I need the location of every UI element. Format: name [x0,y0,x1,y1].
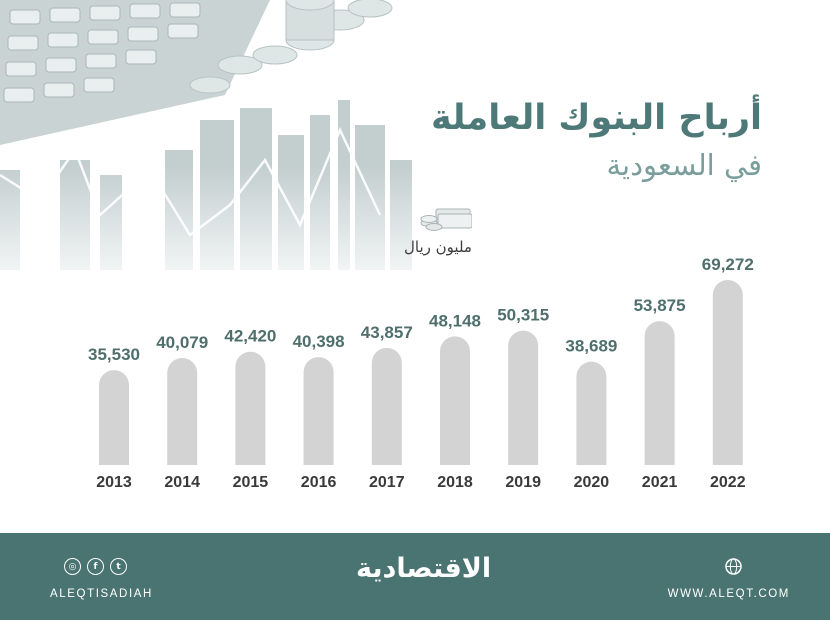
finance-background-art [0,0,830,300]
category-label-2017: 2017 [369,474,405,491]
globe-icon [725,558,742,575]
bar-2020 [576,361,607,465]
value-label-2016: 40,398 [293,332,345,351]
footer-bar: ◎ f t ALEQTISADIAH الاقتصادية WWW.ALEQT.… [0,533,830,620]
bar-2017 [371,347,402,465]
social-handle[interactable]: ALEQTISADIAH [50,588,153,600]
bar-2021 [644,321,675,465]
value-label-2015: 42,420 [224,327,276,346]
bar-2018 [440,336,470,465]
value-label-2018: 48,148 [429,311,481,330]
bar-2015 [235,351,266,465]
chart-title: أرباح البنوك العاملة [431,98,762,138]
value-label-2017: 43,857 [361,323,413,342]
category-label-2014: 2014 [164,474,200,491]
category-label-2013: 2013 [96,474,132,491]
category-label-2021: 2021 [642,474,678,491]
bar-2016 [303,357,334,465]
category-label-2018: 2018 [437,474,473,491]
value-label-2022: 69,272 [702,255,754,274]
category-label-2019: 2019 [505,474,541,491]
category-label-2016: 2016 [301,474,337,491]
money-stack-icon [420,208,472,231]
brand-logo: الاقتصادية [356,553,492,584]
bar-chart: 35,530 2013 40,079 2014 42,420 2015 40,398 2016… [88,255,754,491]
category-label-2022: 2022 [710,474,746,491]
bar-2013 [99,370,129,465]
twitter-icon[interactable]: t [110,558,127,575]
bar-2014 [167,357,198,465]
instagram-icon[interactable]: ◎ [64,558,81,575]
facebook-icon[interactable]: f [87,558,104,575]
social-icons: ◎ f t [64,558,127,575]
bar-2019 [508,330,539,465]
value-label-2021: 53,875 [634,296,686,315]
website-url[interactable]: WWW.ALEQT.COM [667,588,790,600]
value-label-2019: 50,315 [497,306,549,325]
category-label-2020: 2020 [574,474,610,491]
unit-label: مليون ريال [404,238,472,256]
category-label-2015: 2015 [233,474,269,491]
value-label-2014: 40,079 [156,333,208,352]
bar-2022 [712,280,743,465]
value-label-2013: 35,530 [88,345,140,364]
chart-subtitle: في السعودية [606,148,762,182]
value-label-2020: 38,689 [565,337,617,356]
